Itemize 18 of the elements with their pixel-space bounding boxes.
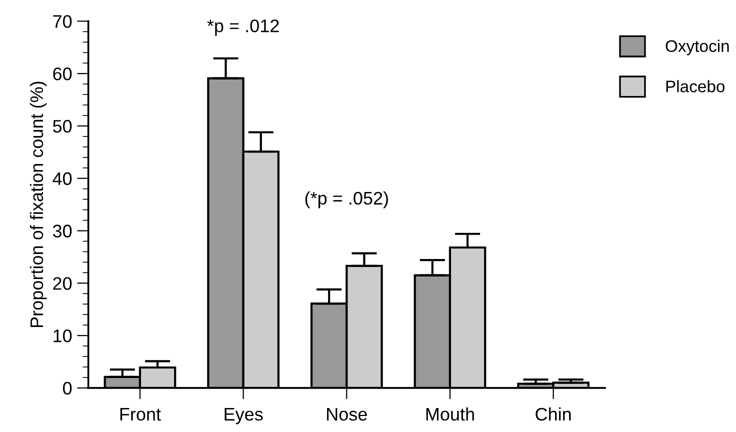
- y-tick-label: 0: [63, 382, 72, 395]
- x-tick-label: Mouth: [426, 407, 474, 421]
- y-tick-label: 40: [52, 172, 72, 186]
- x-tick-label: Eyes: [224, 408, 263, 424]
- x-tick-label: Chin: [536, 407, 571, 421]
- y-tick-label: 30: [52, 224, 72, 238]
- y-tick-label: 50: [52, 120, 72, 133]
- y-axis-title: Proportion of fixation count (%): [30, 82, 47, 328]
- y-tick-label: 10: [54, 329, 72, 342]
- y-tick-label: 70: [53, 15, 72, 28]
- y-tick-label: 60: [53, 68, 72, 80]
- legend-label: Oxytocin: [666, 40, 729, 56]
- annotation: (*p = .052): [305, 191, 388, 208]
- y-tick-label: 20: [53, 277, 72, 290]
- legend-label: Placebo: [666, 80, 725, 92]
- x-tick-label: Front: [120, 408, 161, 421]
- x-tick-label: Nose: [327, 408, 367, 421]
- annotation: *p = .012: [207, 19, 279, 36]
